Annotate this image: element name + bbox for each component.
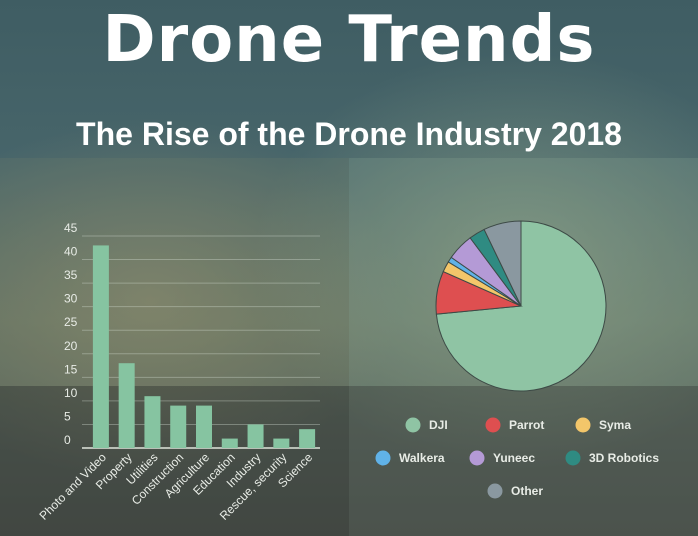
bar (221, 438, 238, 448)
bar (299, 429, 316, 448)
legend-swatch (469, 450, 485, 466)
bar (118, 363, 135, 448)
y-tick-label: 30 (64, 292, 78, 306)
bar (170, 405, 187, 448)
legend-label: Syma (599, 418, 631, 432)
bar (196, 405, 212, 448)
bar-chart-panel (0, 158, 349, 386)
pie-slice (483, 220, 522, 307)
legend-label: 3D Robotics (589, 451, 659, 465)
bar (273, 438, 290, 448)
y-tick-label: 0 (64, 433, 71, 447)
legend-swatch (487, 483, 503, 499)
legend-swatch (565, 450, 581, 466)
y-tick-label: 35 (64, 268, 78, 282)
y-tick-label: 40 (64, 245, 78, 259)
page-subtitle: The Rise of the Drone Industry 2018 (76, 116, 622, 152)
legend-label: DJI (429, 418, 448, 432)
y-tick-label: 20 (64, 339, 78, 353)
legend-swatch (485, 417, 501, 433)
y-tick-label: 5 (64, 409, 71, 423)
page-title: Drone Trends (102, 3, 596, 77)
bar (144, 396, 161, 448)
legend-label: Walkera (399, 451, 445, 465)
y-tick-label: 45 (64, 221, 78, 235)
legend-label: Other (511, 484, 543, 498)
legend-swatch (405, 417, 421, 433)
legend-panel (349, 386, 698, 536)
legend-swatch (575, 417, 591, 433)
bar (92, 245, 109, 448)
legend-label: Parrot (509, 418, 544, 432)
bar (247, 424, 264, 448)
legend-swatch (375, 450, 391, 466)
legend-label: Yuneec (493, 451, 535, 465)
y-tick-label: 25 (64, 315, 78, 329)
y-tick-label: 15 (64, 362, 78, 376)
y-tick-label: 10 (64, 386, 78, 400)
